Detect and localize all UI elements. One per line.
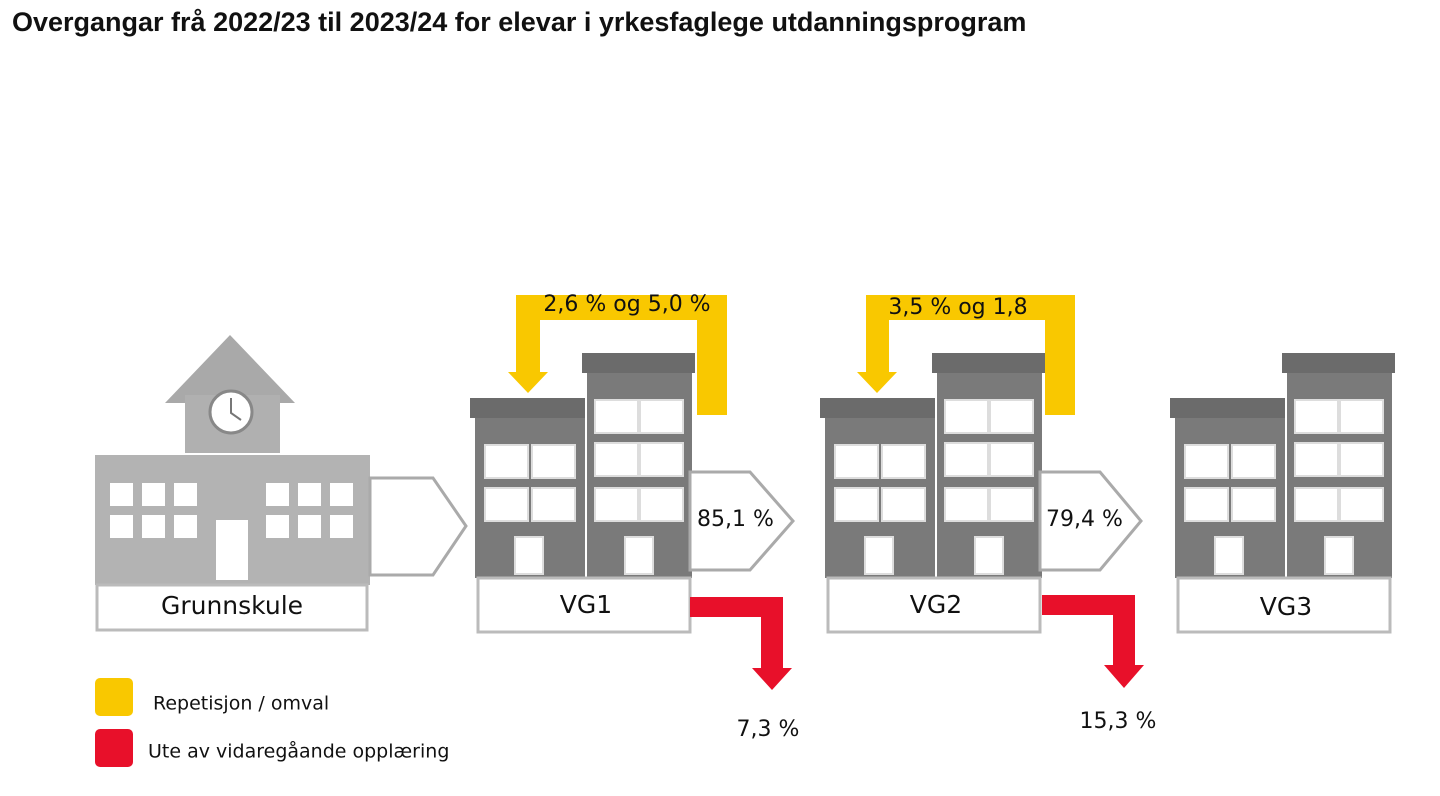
legend-swatch (95, 729, 133, 767)
vg-building (1168, 351, 1397, 634)
dropout-arrow (690, 597, 792, 690)
title: Overgangar frå 2022/23 til 2023/24 for e… (12, 7, 1026, 37)
dropout-label: 7,3 % (737, 717, 800, 742)
legend-label: Repetisjon / omval (153, 693, 329, 715)
transition-arrow (688, 470, 795, 572)
transition-arrow (1038, 470, 1143, 572)
repeat-label: 2,6 % og 5,0 % (543, 292, 710, 317)
stage-label: VG3 (1260, 592, 1312, 621)
dropout-arrow (1042, 595, 1144, 688)
legend-label: Ute av vidaregåande opplæring (148, 740, 449, 763)
repeat-arrow (857, 295, 1075, 415)
stage-label: VG2 (910, 590, 962, 619)
school-building (95, 335, 468, 632)
transition-label: 79,4 % (1046, 507, 1123, 532)
dropout-label: 15,3 % (1080, 709, 1157, 734)
stage-label: Grunnskule (161, 591, 303, 620)
legend-swatch (95, 678, 133, 716)
transition-label: 85,1 % (697, 507, 774, 532)
repeat-arrow (508, 295, 727, 415)
stage-label: VG1 (560, 590, 612, 619)
repeat-label: 3,5 % og 1,8 (888, 295, 1027, 320)
